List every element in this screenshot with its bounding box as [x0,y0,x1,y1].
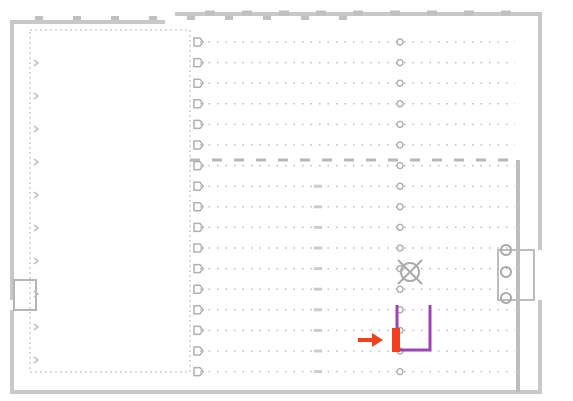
pillar-grid [33,10,515,377]
pier [314,287,322,291]
pier [396,367,404,376]
pier [314,308,322,312]
pier [396,244,404,252]
courtyard [29,29,191,373]
side-buttress [33,356,40,364]
pier [193,78,204,88]
pier [193,325,204,336]
highlight-block [392,328,400,352]
side-buttress [33,257,40,265]
side-buttress [33,224,40,232]
pier [396,223,404,232]
side-buttress [33,290,40,298]
pier [396,79,404,87]
pier [193,305,204,315]
pier [193,57,204,68]
pier [396,182,404,190]
mihrab-dome [500,266,512,278]
dome-ribs [397,259,423,285]
pier [193,366,204,377]
pier [396,120,404,129]
pier [193,243,204,253]
lantern-dome [397,259,423,285]
side-buttress [33,92,40,100]
pier [314,205,322,209]
pier [193,99,204,109]
pier [193,160,204,171]
pier [193,222,204,233]
pier [193,284,204,294]
outer-wall [10,12,542,394]
pier [314,349,322,353]
pier [314,370,322,374]
mihrab-dome [500,292,512,304]
pier [396,264,404,273]
highlight-outline [395,305,432,352]
pier [314,267,322,271]
mihrab [497,249,535,301]
pier [314,184,322,188]
mihrab-dome [500,244,512,256]
pier [193,140,204,150]
pier [396,38,404,46]
side-buttress [33,191,40,199]
pier [314,246,322,250]
pier [193,346,204,356]
pier [193,119,204,130]
pier [193,37,204,47]
arrow [358,333,383,347]
pier [193,202,204,212]
side-buttress [33,323,40,331]
pier [396,58,404,67]
pier [396,100,404,108]
side-buttress [33,125,40,133]
pier [314,328,322,332]
side-buttress [33,59,40,67]
pier [396,161,404,170]
pier [396,285,404,293]
pier [396,203,404,211]
side-buttress [33,158,40,166]
pier [193,263,204,274]
pier [314,225,322,229]
pier [396,141,404,149]
pier [193,181,204,191]
